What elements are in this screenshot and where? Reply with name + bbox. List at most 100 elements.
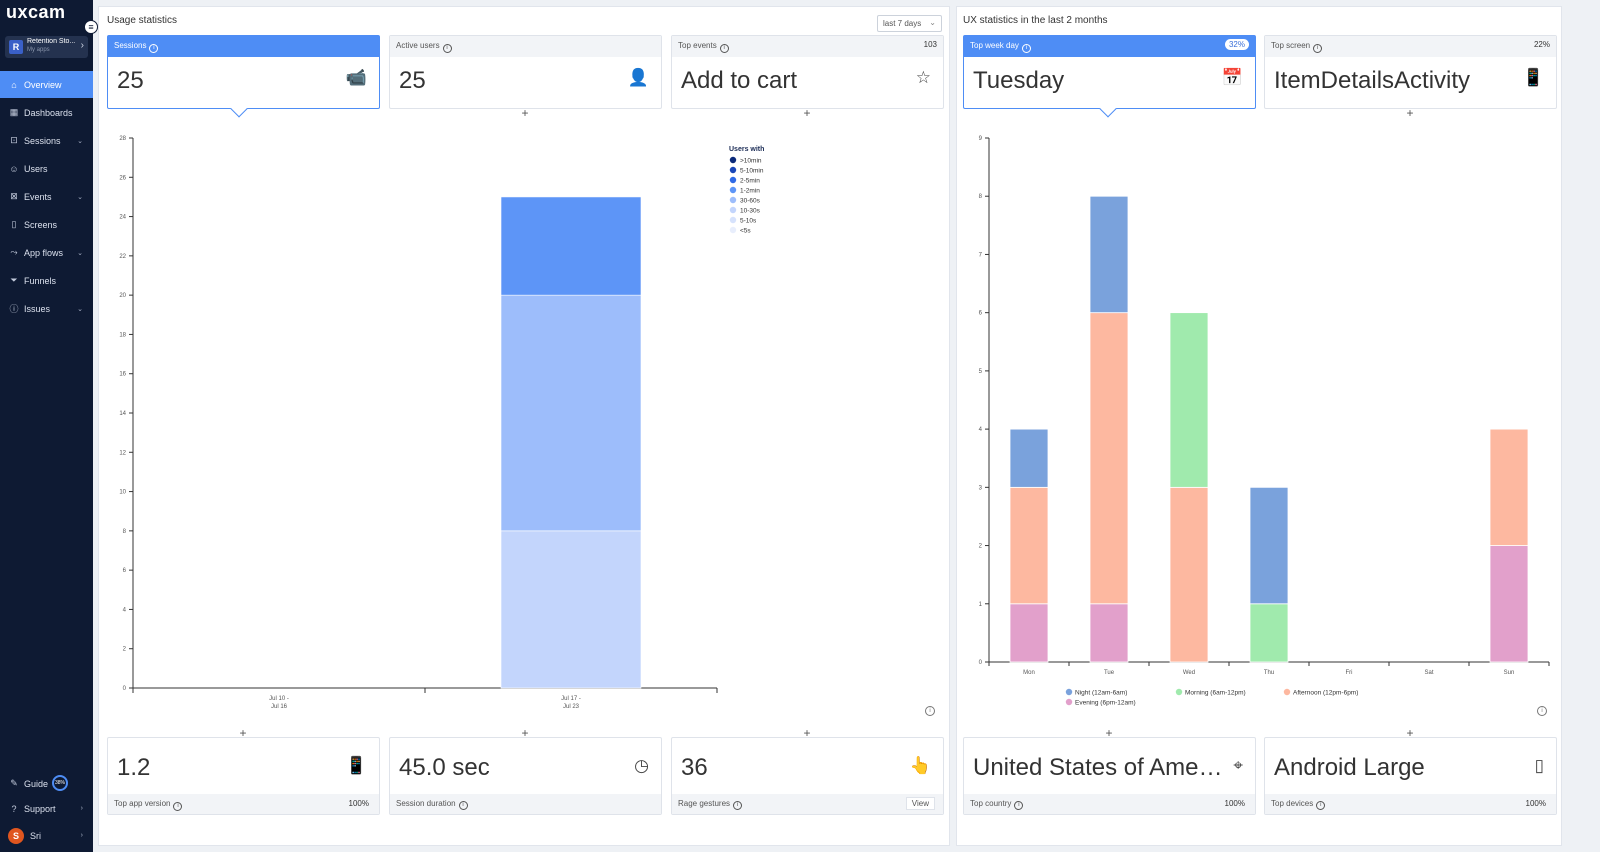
info-icon[interactable]: i xyxy=(442,44,452,53)
info-icon[interactable]: i xyxy=(925,706,935,716)
card-percent: 100% xyxy=(1525,799,1546,808)
sidebar-item-events[interactable]: ⊠ Events ⌄ xyxy=(0,183,93,210)
top-events-card[interactable]: Top events i 103 Add to cart ☆ + xyxy=(671,35,944,120)
plus-icon[interactable]: + xyxy=(1105,726,1113,740)
info-icon[interactable]: i xyxy=(1021,44,1031,53)
legend-label: <5s xyxy=(740,228,751,235)
sidebar-item-overview[interactable]: ⌂ Overview xyxy=(0,71,93,98)
calendar-icon: 📅 xyxy=(1221,68,1243,87)
collapse-sidebar-button[interactable]: ≡ xyxy=(84,20,98,34)
info-icon[interactable]: i xyxy=(733,801,743,810)
top-app-version-card[interactable]: + 1.2 📱 Top app version i 100% xyxy=(107,726,380,815)
rage-gestures-card[interactable]: + 36 👆 Rage gestures i View xyxy=(671,726,944,815)
top-week-day-card[interactable]: Top week day i 32% Tuesday 📅 xyxy=(963,35,1256,118)
info-icon[interactable]: i xyxy=(1316,801,1326,810)
bar-Evening (6pm-12am) xyxy=(1009,603,1049,663)
phone-version-icon: 📱 xyxy=(345,756,367,775)
sidebar-item-sessions[interactable]: ⊡ Sessions ⌄ xyxy=(0,127,93,154)
top-country-card[interactable]: + United States of Ame… ⌖ Top country i 10… xyxy=(963,726,1256,815)
y-tick-label: 4 xyxy=(979,427,983,433)
bar-Night (12am-6am) xyxy=(1249,486,1289,605)
card-header: Top week day i 32% xyxy=(964,36,1255,57)
plus-icon[interactable]: + xyxy=(521,726,529,740)
card-percent: 100% xyxy=(348,799,369,808)
info-icon[interactable]: i xyxy=(1313,44,1323,53)
legend-label: 30-60s xyxy=(740,198,761,205)
bar-Morning (6am-12pm) xyxy=(1169,312,1209,488)
y-tick-label: 28 xyxy=(119,136,126,142)
active-users-card[interactable]: Active users i 25 👤 + xyxy=(389,35,662,120)
sidebar-item-support[interactable]: ? Support › xyxy=(0,795,93,822)
sidebar-item-users[interactable]: ☺ Users xyxy=(0,155,93,182)
info-icon[interactable]: i xyxy=(1014,801,1024,810)
top-screen-card[interactable]: Top screen i 22% ItemDetailsActivity 📱 + xyxy=(1264,35,1557,120)
sessions-icon: ⊡ xyxy=(10,135,18,145)
app-selector[interactable]: R Retention Sto... My apps › xyxy=(5,36,88,58)
chevron-right-icon: › xyxy=(80,805,83,812)
card-header: Top events i 103 xyxy=(672,36,943,57)
info-icon[interactable]: i xyxy=(173,802,183,811)
card-percent: 22% xyxy=(1533,40,1550,49)
card-footer: Top app version i 100% xyxy=(108,794,379,814)
plus-icon[interactable]: + xyxy=(239,726,247,740)
legend-marker xyxy=(729,166,737,174)
card-value: 25 xyxy=(399,67,426,94)
sidebar-item-guide[interactable]: ✎ Guide 38% xyxy=(0,770,93,797)
card-value: Tuesday xyxy=(973,67,1065,94)
sidebar-item-funnels[interactable]: ⏷ Funnels xyxy=(0,267,93,294)
plus-icon[interactable]: + xyxy=(1406,726,1414,740)
legend-label: 5-10min xyxy=(740,168,764,175)
users-icon: ☺ xyxy=(9,163,19,174)
legend-marker xyxy=(729,226,737,234)
sidebar-item-label: Screens xyxy=(24,219,58,230)
y-tick-label: 22 xyxy=(119,254,126,260)
plus-icon[interactable]: + xyxy=(521,106,529,120)
card-header: Sessions i xyxy=(108,36,379,57)
card-value: 45.0 sec xyxy=(399,754,490,781)
top-devices-card[interactable]: + Android Large ▯ Top devices i 100% xyxy=(1264,726,1557,815)
card-header: Active users i xyxy=(390,36,661,57)
session-duration-card[interactable]: + 45.0 sec ◷ Session duration i xyxy=(389,726,662,815)
plus-icon[interactable]: + xyxy=(1406,106,1414,120)
view-rage-gestures-button[interactable]: View xyxy=(905,797,935,810)
card-value: Add to cart xyxy=(681,67,798,94)
sidebar-item-app-flows[interactable]: ⤳ App flows ⌄ xyxy=(0,239,93,266)
x-tick-label: Jul 17 - xyxy=(561,696,581,702)
plus-icon[interactable]: + xyxy=(803,726,811,740)
y-tick-label: 24 xyxy=(119,215,126,221)
date-range-value: last 7 days xyxy=(883,19,922,28)
x-tick-label: Jul 16 xyxy=(271,704,288,710)
y-tick-label: 6 xyxy=(123,568,127,574)
legend-marker xyxy=(1065,698,1073,706)
bar-10-30s xyxy=(500,530,642,689)
info-icon[interactable]: i xyxy=(719,44,729,53)
sessions-card[interactable]: Sessions i 25 📹 xyxy=(107,35,380,118)
sidebar-item-dashboards[interactable]: ▦ Dashboards xyxy=(0,99,93,126)
x-tick-label: Fri xyxy=(1346,670,1353,676)
sessions-chart: 0 2 4 6 8 10 12 14 16 18 20 22 24 26 28 Jul 10 - Jul 16 J… xyxy=(107,124,945,724)
info-icon[interactable]: i xyxy=(149,44,159,53)
date-range-select[interactable]: last 7 days ⌄ xyxy=(877,15,942,32)
card-value: ItemDetailsActivity xyxy=(1274,67,1471,94)
issues-icon: ⓘ xyxy=(9,304,19,314)
home-icon: ⌂ xyxy=(11,79,17,90)
info-icon[interactable]: i xyxy=(458,801,468,810)
bar-Evening (6pm-12am) xyxy=(1489,545,1529,663)
camera-icon: 📹 xyxy=(345,68,367,87)
ux-statistics-panel: UX statistics in the last 2 months Top w… xyxy=(956,6,1562,846)
info-icon[interactable]: i xyxy=(1537,706,1547,716)
plus-icon[interactable]: + xyxy=(803,106,811,120)
sidebar-item-screens[interactable]: ▯ Screens xyxy=(0,211,93,238)
sidebar-item-user[interactable]: S Sri › xyxy=(0,822,93,849)
sidebar-item-label: App flows xyxy=(24,247,64,258)
weekday-chart: 0 1 2 3 4 5 6 7 8 9 Mon Tue Wed Thu Fri Sat Sun Night (12… xyxy=(963,124,1557,724)
card-footer: Session duration i xyxy=(390,794,661,814)
card-value: 36 xyxy=(681,754,708,781)
y-tick-label: 20 xyxy=(119,293,126,299)
clock-icon: ◷ xyxy=(634,756,649,775)
funnels-icon: ⏷ xyxy=(10,275,18,285)
uxcam-logo[interactable]: uxcam xyxy=(6,2,66,22)
card-label: Top screen xyxy=(1271,41,1311,50)
sidebar-item-issues[interactable]: ⓘ Issues ⌄ xyxy=(0,295,93,322)
star-icon: ☆ xyxy=(915,68,931,87)
